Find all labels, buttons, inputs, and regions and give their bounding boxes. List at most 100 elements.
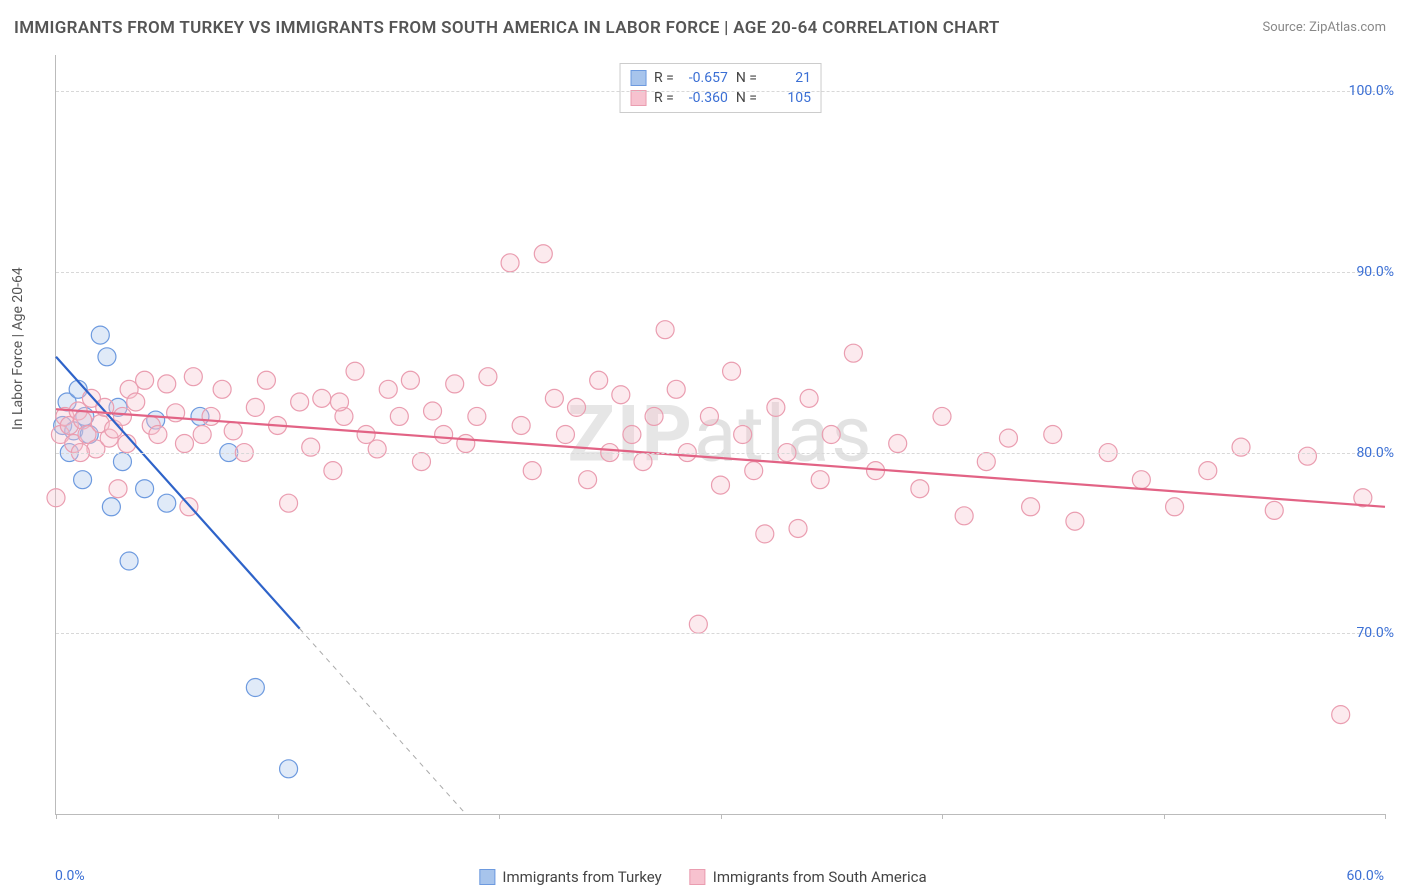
data-point-south_america	[623, 426, 641, 444]
data-point-south_america	[468, 407, 486, 425]
data-point-south_america	[656, 321, 674, 339]
data-point-south_america	[712, 476, 730, 494]
correlation-row-turkey: R = -0.657 N = 21	[630, 68, 811, 88]
data-point-turkey	[280, 760, 298, 778]
data-point-south_america	[280, 494, 298, 512]
data-point-south_america	[822, 426, 840, 444]
swatch-south-america	[630, 90, 646, 106]
data-point-south_america	[789, 519, 807, 537]
data-point-south_america	[175, 435, 193, 453]
data-point-south_america	[368, 440, 386, 458]
x-tick-label: 0.0%	[55, 868, 85, 884]
chart-title: IMMIGRANTS FROM TURKEY VS IMMIGRANTS FRO…	[14, 18, 1000, 38]
data-point-south_america	[158, 375, 176, 393]
data-point-turkey	[74, 471, 92, 489]
r-value-turkey: -0.657	[682, 68, 728, 88]
data-point-south_america	[689, 615, 707, 633]
data-point-south_america	[390, 407, 408, 425]
data-point-south_america	[202, 407, 220, 425]
data-point-turkey	[120, 552, 138, 570]
y-tick-label: 70.0%	[1356, 625, 1394, 641]
series-legend: Immigrants from Turkey Immigrants from S…	[479, 868, 926, 886]
data-point-south_america	[435, 426, 453, 444]
n-value-turkey: 21	[765, 68, 811, 88]
data-point-south_america	[745, 462, 763, 480]
data-point-south_america	[346, 362, 364, 380]
data-point-turkey	[246, 679, 264, 697]
legend-label-turkey: Immigrants from Turkey	[502, 868, 661, 886]
legend-swatch-turkey	[479, 869, 495, 885]
data-point-turkey	[98, 348, 116, 366]
data-point-south_america	[257, 371, 275, 389]
regression-line-turkey	[56, 357, 300, 629]
plot-area: ZIPatlas R = -0.657 N = 21 R = -0.360 N …	[55, 55, 1385, 815]
data-point-south_america	[767, 398, 785, 416]
data-point-turkey	[158, 494, 176, 512]
data-point-south_america	[127, 393, 145, 411]
data-point-south_america	[512, 416, 530, 434]
data-point-south_america	[645, 407, 663, 425]
data-point-south_america	[501, 254, 519, 272]
correlation-legend: R = -0.657 N = 21 R = -0.360 N = 105	[619, 63, 822, 113]
data-point-south_america	[1166, 498, 1184, 516]
data-point-south_america	[1199, 462, 1217, 480]
data-point-south_america	[109, 480, 127, 498]
n-label: N =	[736, 68, 757, 88]
data-point-south_america	[667, 380, 685, 398]
data-point-south_america	[579, 471, 597, 489]
y-axis-label: In Labor Force | Age 20-64	[10, 267, 26, 430]
data-point-south_america	[889, 435, 907, 453]
data-point-south_america	[700, 407, 718, 425]
legend-item-south-america: Immigrants from South America	[690, 868, 927, 886]
data-point-south_america	[479, 368, 497, 386]
data-point-turkey	[136, 480, 154, 498]
data-point-south_america	[811, 471, 829, 489]
y-tick-label: 100.0%	[1349, 83, 1394, 99]
data-point-south_america	[523, 462, 541, 480]
data-point-south_america	[331, 393, 349, 411]
y-tick-label: 80.0%	[1356, 445, 1394, 461]
swatch-turkey	[630, 70, 646, 86]
data-point-south_america	[291, 393, 309, 411]
data-point-south_america	[193, 426, 211, 444]
data-point-south_america	[955, 507, 973, 525]
data-point-south_america	[545, 389, 563, 407]
data-point-south_america	[634, 453, 652, 471]
data-point-south_america	[224, 422, 242, 440]
data-point-south_america	[723, 362, 741, 380]
data-point-south_america	[1044, 426, 1062, 444]
data-point-turkey	[91, 326, 109, 344]
data-point-south_america	[313, 389, 331, 407]
data-point-south_america	[933, 407, 951, 425]
data-point-south_america	[534, 245, 552, 263]
data-point-south_america	[911, 480, 929, 498]
data-point-south_america	[324, 462, 342, 480]
legend-swatch-south-america	[690, 869, 706, 885]
regression-extrapolation-turkey	[300, 629, 466, 814]
data-point-south_america	[1022, 498, 1040, 516]
data-point-south_america	[800, 389, 818, 407]
data-point-south_america	[1332, 706, 1350, 724]
data-point-south_america	[149, 426, 167, 444]
data-point-south_america	[1298, 447, 1316, 465]
data-point-south_america	[47, 489, 65, 507]
r-label: R =	[654, 68, 674, 88]
data-point-turkey	[113, 453, 131, 471]
x-tick-label: 60.0%	[1346, 868, 1384, 884]
data-point-south_america	[1265, 501, 1283, 519]
data-point-south_america	[136, 371, 154, 389]
data-point-south_america	[1132, 471, 1150, 489]
data-point-south_america	[612, 386, 630, 404]
data-point-south_america	[246, 398, 264, 416]
data-point-south_america	[401, 371, 419, 389]
data-point-south_america	[734, 426, 752, 444]
data-point-south_america	[1066, 512, 1084, 530]
data-point-south_america	[424, 402, 442, 420]
data-point-south_america	[184, 368, 202, 386]
data-point-south_america	[446, 375, 464, 393]
source-attribution: Source: ZipAtlas.com	[1262, 20, 1386, 35]
data-point-south_america	[568, 398, 586, 416]
data-point-south_america	[844, 344, 862, 362]
data-point-south_america	[756, 525, 774, 543]
data-point-south_america	[977, 453, 995, 471]
